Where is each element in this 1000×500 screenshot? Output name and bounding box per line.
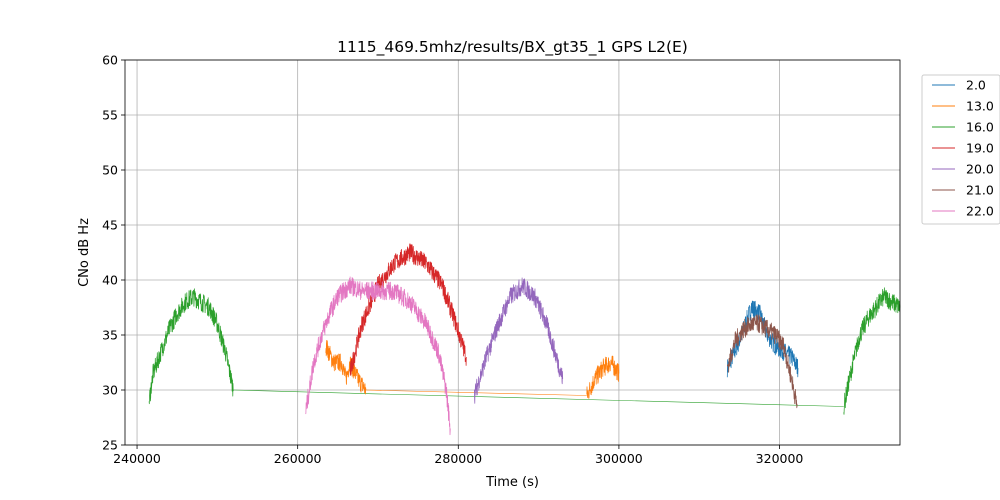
series-line-16.0 <box>148 288 234 405</box>
y-tick-label: 50 <box>102 163 118 178</box>
x-axis-label: Time (s) <box>485 475 539 490</box>
legend-label-20.0: 20.0 <box>966 162 994 177</box>
legend-label-22.0: 22.0 <box>966 204 994 219</box>
series-line-20.0 <box>474 277 564 404</box>
series-line-22.0 <box>305 276 451 436</box>
series-line-13.0 <box>325 340 367 395</box>
series-lines <box>148 243 901 436</box>
series-connector-16.0 <box>233 389 844 407</box>
x-tick-label: 240000 <box>113 451 161 466</box>
legend-label-19.0: 19.0 <box>966 141 994 156</box>
legend-label-13.0: 13.0 <box>966 99 994 114</box>
legend-label-21.0: 21.0 <box>966 183 994 198</box>
y-tick-label: 60 <box>102 53 118 68</box>
x-tick-label: 300000 <box>595 451 643 466</box>
x-tick-label: 280000 <box>434 451 482 466</box>
legend-label-2.0: 2.0 <box>966 78 986 93</box>
y-tick-label: 25 <box>102 438 118 453</box>
y-tick-label: 40 <box>102 273 118 288</box>
axes: 240000 260000 280000 300000 320000 25 30 35 40 45… <box>102 53 803 467</box>
series-line-16.0 <box>843 287 901 415</box>
y-tick-label: 45 <box>102 218 118 233</box>
series-line-13.0 <box>586 355 620 399</box>
x-tick-label: 320000 <box>756 451 804 466</box>
y-tick-label: 35 <box>102 328 118 343</box>
y-axis-label: CNo dB Hz <box>77 218 92 287</box>
y-tick-label: 30 <box>102 383 118 398</box>
plot-frame <box>124 59 901 446</box>
series-line-19.0 <box>349 243 467 376</box>
series-line-21.0 <box>726 314 798 409</box>
chart-title: 1115_469.5mhz/results/BX_gt35_1 GPS L2(E… <box>337 38 688 57</box>
legend-label-16.0: 16.0 <box>966 120 994 135</box>
x-tick-label: 260000 <box>274 451 322 466</box>
y-tick-label: 55 <box>102 108 118 123</box>
legend-box <box>921 74 1000 225</box>
legend: 2.0 13.0 16.0 19.0 20.0 21.0 22.0 <box>921 74 1000 225</box>
